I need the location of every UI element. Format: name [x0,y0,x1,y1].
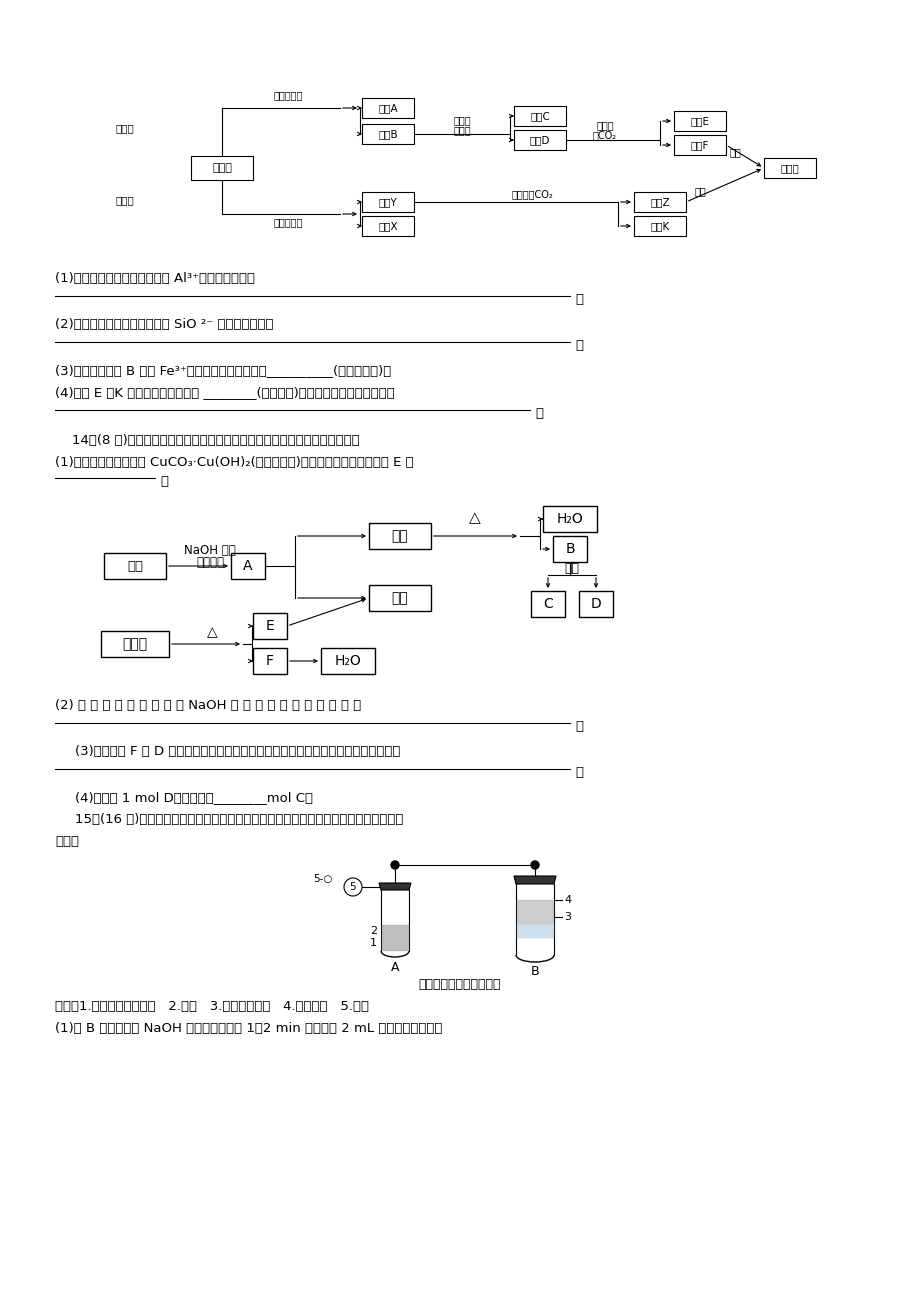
Text: 说明：1.还原铁粉＋稀硫酸   2.滤布   3.氢氧化钠溶液   4.液体石蜡   5.活塞: 说明：1.还原铁粉＋稀硫酸 2.滤布 3.氢氧化钠溶液 4.液体石蜡 5.活塞 [55,1000,369,1013]
Text: 滤液D: 滤液D [529,135,550,145]
Bar [361,98,414,118]
Bar [514,105,565,126]
Text: 。: 。 [574,293,583,306]
Text: D: D [590,598,601,611]
Text: B: B [564,542,574,556]
Text: 滤液B: 滤液B [378,129,397,139]
Text: 。: 。 [160,475,168,488]
Text: (2) 写 出 明 矾 溶 液 与 过 量 NaOH 溶 液 反 应 的 离 子 方 程 式 ：: (2) 写 出 明 矾 溶 液 与 过 量 NaOH 溶 液 反 应 的 离 子… [55,699,361,712]
Text: 固体X: 固体X [378,221,397,230]
Bar [633,216,686,236]
Bar [321,648,375,674]
Text: 加过量烧碱: 加过量烧碱 [273,217,302,227]
Text: 加入过: 加入过 [453,115,471,125]
Text: 明矾: 明矾 [127,560,142,573]
Text: B: B [530,965,539,978]
Text: 。: 。 [535,408,542,421]
Bar [530,591,564,617]
Text: 滤液E: 滤液E [690,116,709,126]
Text: H₂O: H₂O [556,512,583,526]
Circle shape [344,878,361,896]
Text: 沉淀Z: 沉淀Z [650,197,669,207]
Text: 5-○: 5-○ [313,874,333,884]
Bar [231,553,265,579]
Text: 溶液: 溶液 [391,591,408,605]
Text: 沉淀: 沉淀 [391,529,408,543]
Bar [253,648,287,674]
Text: 滤液K: 滤液K [650,221,669,230]
Text: 3: 3 [563,911,571,922]
Circle shape [391,861,399,868]
Text: 。: 。 [574,339,583,352]
Text: 14．(8 分)在一定条件下可实现如图所示物质之间的变化。请填写以下空白：: 14．(8 分)在一定条件下可实现如图所示物质之间的变化。请填写以下空白： [55,434,359,447]
Bar [514,130,565,150]
Text: A: A [243,559,253,573]
Text: （过量）: （过量） [196,556,223,569]
Bar [191,156,253,180]
Bar [101,631,169,658]
Text: 。: 。 [574,766,583,779]
Bar [542,506,596,533]
Text: (1)在 B 试管中加入 NaOH 溶液后加热煮沸 1～2 min 立即加入 2 mL 液体石蜡，该操作: (1)在 B 试管中加入 NaOH 溶液后加热煮沸 1～2 min 立即加入 2… [55,1022,442,1035]
Bar [633,191,686,212]
Text: (1)写出流程甲加入盐酸后生成 Al³⁺的离子方程式：: (1)写出流程甲加入盐酸后生成 Al³⁺的离子方程式： [55,272,255,285]
Text: C: C [542,598,552,611]
Polygon shape [514,876,555,884]
Text: 滤液Y: 滤液Y [379,197,397,207]
Text: 沉淀C: 沉淀C [529,111,550,121]
Text: 流程甲: 流程甲 [116,122,134,133]
Bar [369,585,430,611]
Text: 流程乙: 流程乙 [116,195,134,204]
Bar [104,553,165,579]
Text: 15．(16 分)某学生设计了一个制取氢氧化亚铁的实验方案，实验装置如图，请分析实验: 15．(16 分)某学生设计了一个制取氢氧化亚铁的实验方案，实验装置如图，请分析… [75,812,403,825]
Text: (1)孔雀石的主要成分是 CuCO₃·Cu(OH)₂(碱式碳酸铜)，受热易分解。下图中的 E 是: (1)孔雀石的主要成分是 CuCO₃·Cu(OH)₂(碱式碳酸铜)，受热易分解。… [55,456,414,469]
Text: E: E [266,618,274,633]
Bar [674,111,725,132]
Text: (4)每生成 1 mol D，同时生成________mol C。: (4)每生成 1 mol D，同时生成________mol C。 [75,792,312,805]
Text: 制备氢氧化亚铁实验装置: 制备氢氧化亚铁实验装置 [418,978,501,991]
Text: △: △ [469,510,481,526]
Text: A: A [391,961,399,974]
Text: 固体A: 固体A [378,103,397,113]
Bar [361,216,414,236]
Text: 灼烧: 灼烧 [693,186,705,197]
Text: 通入过量CO₂: 通入过量CO₂ [511,189,552,199]
Bar [674,135,725,155]
Text: 2: 2 [369,926,377,936]
Text: 量烧碱: 量烧碱 [453,125,471,135]
Text: 5: 5 [349,881,356,892]
Text: 氧化铝: 氧化铝 [780,163,799,173]
Bar [253,613,287,639]
Bar [361,124,414,145]
Text: (3)为了验证滤液 B 中含 Fe³⁺，可取少量滤液并加入__________(填试剂名称)。: (3)为了验证滤液 B 中含 Fe³⁺，可取少量滤液并加入__________(… [55,365,391,378]
Text: NaOH 溶液: NaOH 溶液 [184,543,235,556]
Text: 孔雀石: 孔雀石 [122,637,147,651]
Text: 电解: 电解 [564,562,579,575]
Text: 铝土矿: 铝土矿 [212,163,232,173]
Text: H₂O: H₂O [335,654,361,668]
Text: 灼烧: 灼烧 [729,147,740,158]
Text: 通入过: 通入过 [596,120,613,130]
Bar [578,591,612,617]
Polygon shape [379,883,411,891]
Text: 。: 。 [574,720,583,733]
Text: F: F [266,654,274,668]
Text: 沉淀F: 沉淀F [690,141,709,150]
Text: △: △ [207,625,217,639]
Text: 量CO₂: 量CO₂ [592,130,617,141]
Bar [763,158,815,178]
Text: 过程：: 过程： [55,835,79,848]
Circle shape [530,861,539,868]
Bar [552,536,586,562]
Text: (4)滤液 E 、K 中溶质的主要成分是 ________(填化学式)，写出该溶液的一种用途：: (4)滤液 E 、K 中溶质的主要成分是 ________(填化学式)，写出该溶… [55,385,394,398]
Text: 加过量盐酸: 加过量盐酸 [273,90,302,100]
Text: (3)图中所得 F 和 D 都为固体，混合后在高温下可发生反应，写出该反应的化学方程式: (3)图中所得 F 和 D 都为固体，混合后在高温下可发生反应，写出该反应的化学… [75,745,400,758]
Text: 1: 1 [369,937,377,948]
Bar [369,523,430,549]
Text: 4: 4 [563,894,571,905]
Bar [361,191,414,212]
Text: (2)写出流程乙加入烧碱后生成 SiO ²⁻ 的离子方程式：: (2)写出流程乙加入烧碱后生成 SiO ²⁻ 的离子方程式： [55,318,273,331]
